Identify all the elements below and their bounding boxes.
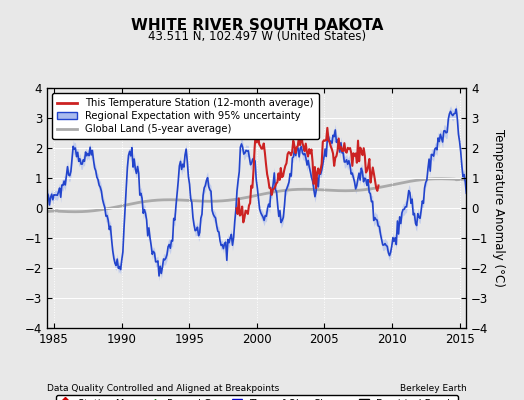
- Text: 43.511 N, 102.497 W (United States): 43.511 N, 102.497 W (United States): [148, 30, 366, 43]
- Text: Berkeley Earth: Berkeley Earth: [400, 384, 466, 393]
- Legend: Station Move, Record Gap, Time of Obs. Change, Empirical Break: Station Move, Record Gap, Time of Obs. C…: [56, 395, 458, 400]
- Y-axis label: Temperature Anomaly (°C): Temperature Anomaly (°C): [492, 129, 505, 287]
- Text: Data Quality Controlled and Aligned at Breakpoints: Data Quality Controlled and Aligned at B…: [47, 384, 279, 393]
- Text: WHITE RIVER SOUTH DAKOTA: WHITE RIVER SOUTH DAKOTA: [130, 18, 383, 33]
